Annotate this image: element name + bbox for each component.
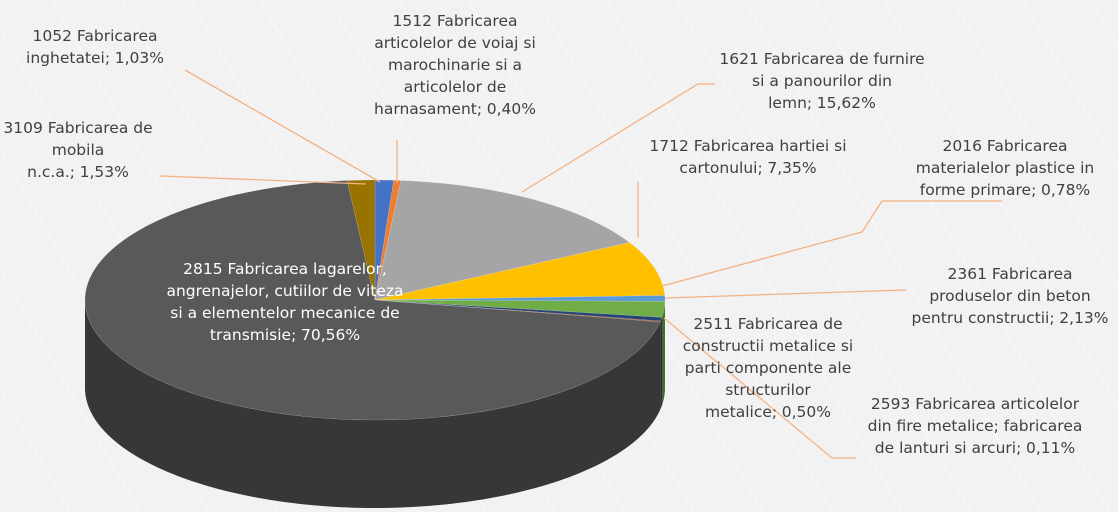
label-value: 1,53% xyxy=(79,163,129,181)
label-category: 2815 Fabricarea lagarelor, angrenajelor,… xyxy=(166,260,404,344)
leader-line xyxy=(521,83,715,193)
data-label: 2016 Fabricarea materialelor plastice in… xyxy=(895,135,1115,201)
data-label: 3109 Fabricarea de mobila n.c.a.; 1,53% xyxy=(3,117,153,183)
label-category: 1621 Fabricarea de furnire si a panouril… xyxy=(719,50,925,112)
label-category: 2593 Fabricarea articolelor din fire met… xyxy=(867,395,1083,457)
label-value: 0,78% xyxy=(1040,181,1091,199)
slice-side xyxy=(85,300,661,508)
leader-line xyxy=(184,69,381,183)
slice xyxy=(374,299,663,322)
label-value: 70,56% xyxy=(300,326,361,344)
label-value: 15,62% xyxy=(816,94,876,112)
label-category: 2511 Fabricarea de constructii metalice … xyxy=(682,315,854,421)
label-category: 1512 Fabricarea articolelor de voiaj si … xyxy=(374,12,536,118)
label-value: 1,03% xyxy=(114,49,164,67)
data-label: 1621 Fabricarea de furnire si a panouril… xyxy=(717,48,927,114)
slice xyxy=(374,299,661,323)
label-category: 2361 Fabricarea produselor din beton pen… xyxy=(911,265,1091,327)
data-label: 1512 Fabricarea articolelor de voiaj si … xyxy=(360,10,550,120)
slice xyxy=(346,179,376,301)
slice xyxy=(374,180,631,301)
data-label: 2511 Fabricarea de constructii metalice … xyxy=(663,313,873,423)
label-value: 2,13% xyxy=(1059,309,1109,327)
data-label: 1052 Fabricarea inghetatei; 1,03% xyxy=(5,25,185,69)
label-category: 1052 Fabricarea inghetatei; xyxy=(26,27,158,67)
data-label: 2593 Fabricarea articolelor din fire met… xyxy=(865,393,1085,459)
leader-line xyxy=(664,289,907,299)
leader-line xyxy=(663,317,856,459)
label-value: 0,11% xyxy=(1025,439,1076,457)
label-category: 3109 Fabricarea de mobila n.c.a.; xyxy=(3,119,153,181)
leader-line xyxy=(159,175,367,185)
label-category: 2016 Fabricarea materialelor plastice in… xyxy=(915,137,1095,199)
data-label: 2361 Fabricarea produselor din beton pen… xyxy=(910,263,1110,329)
slice xyxy=(374,295,666,302)
label-category: 1712 Fabricarea hartiei si cartonului; xyxy=(649,137,847,177)
slice xyxy=(374,242,666,301)
label-value: 0,40% xyxy=(486,100,536,118)
slice-side xyxy=(660,317,662,410)
data-label: 1712 Fabricarea hartiei si cartonului; 7,… xyxy=(638,135,858,179)
label-value: 7,35% xyxy=(767,159,817,177)
slice xyxy=(374,299,666,318)
slice xyxy=(84,180,661,421)
data-label: 2815 Fabricarea lagarelor, angrenajelor,… xyxy=(165,258,405,346)
slice-side xyxy=(661,301,665,406)
leader-line xyxy=(661,200,1002,287)
label-value: 0,50% xyxy=(781,403,831,421)
